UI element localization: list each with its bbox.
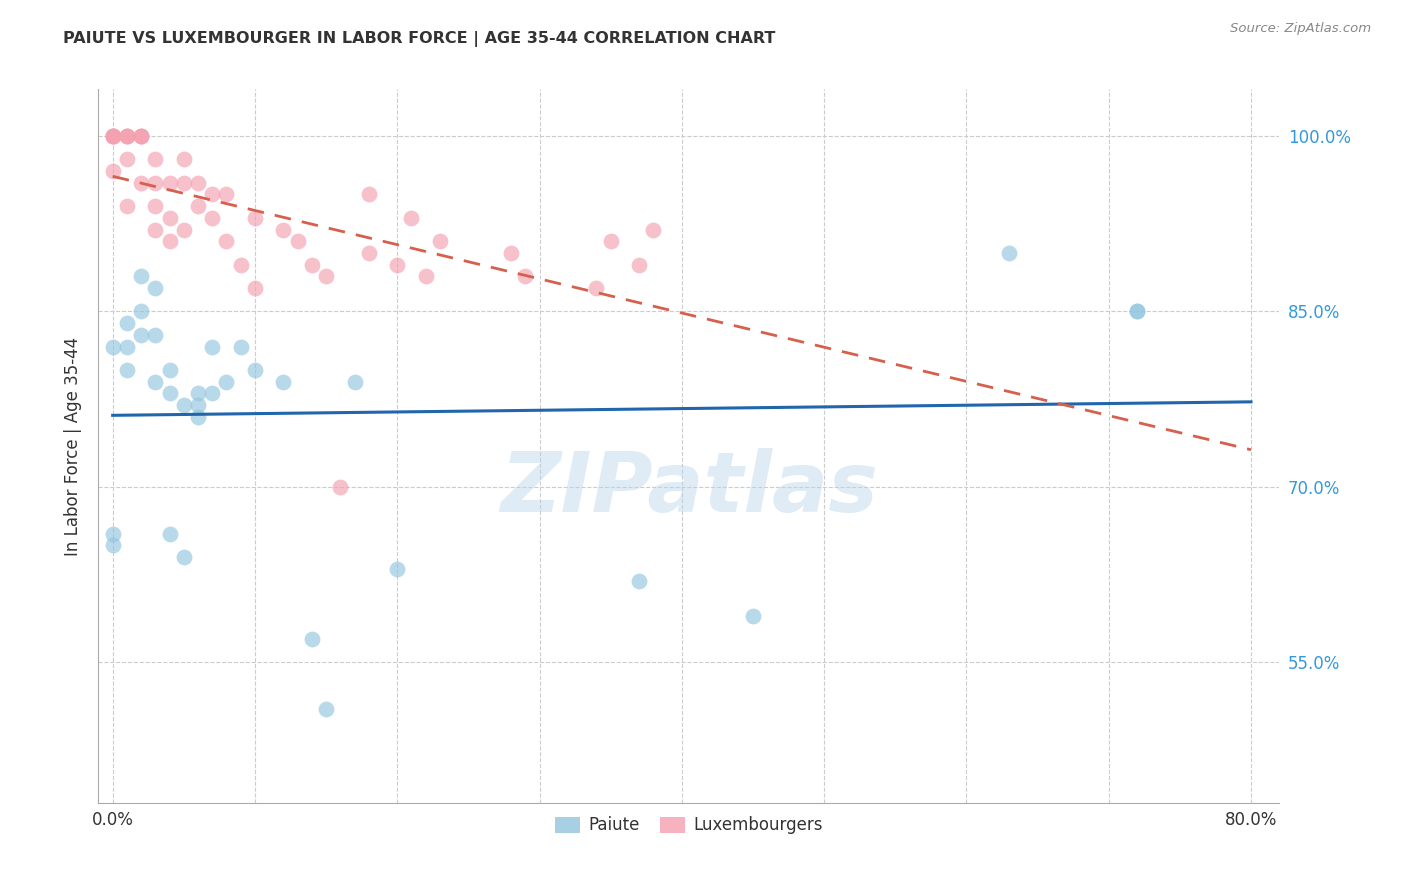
Point	[173, 550, 195, 565]
Point	[357, 246, 380, 260]
Point	[101, 526, 124, 541]
Point	[173, 153, 195, 167]
Point	[215, 375, 238, 389]
Point	[187, 386, 209, 401]
Point	[129, 128, 152, 143]
Point	[115, 128, 138, 143]
Point	[243, 211, 266, 225]
Legend: Paiute, Luxembourgers: Paiute, Luxembourgers	[548, 810, 830, 841]
Point	[101, 128, 124, 143]
Text: Source: ZipAtlas.com: Source: ZipAtlas.com	[1230, 22, 1371, 36]
Point	[143, 199, 166, 213]
Point	[173, 176, 195, 190]
Point	[742, 608, 765, 623]
Point	[101, 128, 124, 143]
Point	[1126, 304, 1149, 318]
Point	[599, 234, 621, 248]
Point	[329, 480, 352, 494]
Point	[215, 187, 238, 202]
Point	[401, 211, 423, 225]
Point	[998, 246, 1021, 260]
Point	[173, 398, 195, 412]
Point	[273, 375, 295, 389]
Point	[101, 340, 124, 354]
Point	[143, 375, 166, 389]
Point	[129, 327, 152, 342]
Point	[429, 234, 451, 248]
Point	[585, 281, 607, 295]
Point	[357, 187, 380, 202]
Text: ZIPatlas: ZIPatlas	[501, 449, 877, 529]
Point	[243, 363, 266, 377]
Point	[101, 538, 124, 552]
Point	[315, 269, 337, 284]
Point	[129, 176, 152, 190]
Point	[243, 281, 266, 295]
Point	[115, 128, 138, 143]
Point	[1126, 304, 1149, 318]
Point	[229, 258, 252, 272]
Point	[115, 340, 138, 354]
Point	[159, 211, 181, 225]
Point	[115, 153, 138, 167]
Point	[229, 340, 252, 354]
Point	[143, 153, 166, 167]
Point	[115, 363, 138, 377]
Point	[173, 222, 195, 236]
Point	[315, 702, 337, 716]
Point	[201, 211, 224, 225]
Point	[101, 164, 124, 178]
Point	[201, 340, 224, 354]
Point	[143, 327, 166, 342]
Point	[143, 281, 166, 295]
Point	[643, 222, 665, 236]
Point	[115, 199, 138, 213]
Point	[215, 234, 238, 248]
Point	[187, 398, 209, 412]
Point	[301, 258, 323, 272]
Point	[101, 128, 124, 143]
Point	[187, 199, 209, 213]
Point	[101, 128, 124, 143]
Point	[159, 526, 181, 541]
Point	[201, 187, 224, 202]
Point	[201, 386, 224, 401]
Point	[387, 258, 409, 272]
Point	[129, 128, 152, 143]
Point	[343, 375, 366, 389]
Point	[115, 316, 138, 330]
Point	[143, 176, 166, 190]
Point	[159, 234, 181, 248]
Point	[273, 222, 295, 236]
Point	[287, 234, 309, 248]
Point	[159, 363, 181, 377]
Y-axis label: In Labor Force | Age 35-44: In Labor Force | Age 35-44	[63, 336, 82, 556]
Point	[628, 258, 651, 272]
Point	[129, 304, 152, 318]
Point	[143, 222, 166, 236]
Point	[159, 386, 181, 401]
Point	[415, 269, 437, 284]
Point	[129, 269, 152, 284]
Text: PAIUTE VS LUXEMBOURGER IN LABOR FORCE | AGE 35-44 CORRELATION CHART: PAIUTE VS LUXEMBOURGER IN LABOR FORCE | …	[63, 31, 776, 47]
Point	[628, 574, 651, 588]
Point	[115, 128, 138, 143]
Point	[187, 176, 209, 190]
Point	[129, 128, 152, 143]
Point	[387, 562, 409, 576]
Point	[515, 269, 537, 284]
Point	[159, 176, 181, 190]
Point	[187, 409, 209, 424]
Point	[301, 632, 323, 646]
Point	[499, 246, 522, 260]
